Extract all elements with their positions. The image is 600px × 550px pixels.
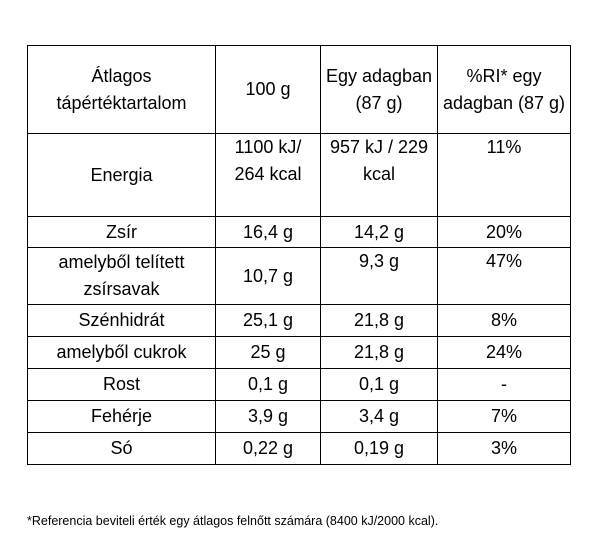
nutrition-table: Átlagos tápértéktartalom 100 g Egy adagb… xyxy=(27,45,571,465)
table-row-szenhidrat: Szénhidrát 25,1 g 21,8 g 8% xyxy=(27,304,571,337)
row-per-100g: 0,22 g xyxy=(215,432,321,465)
row-per-100g: 25,1 g xyxy=(215,304,321,337)
row-ri: 47% xyxy=(437,247,571,305)
table-row-zsir: Zsír 16,4 g 14,2 g 20% xyxy=(27,216,571,248)
header-nutrient: Átlagos tápértéktartalom xyxy=(27,45,216,134)
row-label: Szénhidrát xyxy=(27,304,216,337)
row-per-portion: 0,1 g xyxy=(320,368,438,401)
header-per-100g: 100 g xyxy=(215,45,321,134)
row-label: Rost xyxy=(27,368,216,401)
table-row-energia: Energia 1100 kJ/ 264 kcal 957 kJ / 229 k… xyxy=(27,133,571,217)
table-row-telitett-zsirsavak: amelyből telített zsírsavak 10,7 g 9,3 g… xyxy=(27,247,571,305)
row-per-100g: 25 g xyxy=(215,336,321,369)
row-label: Fehérje xyxy=(27,400,216,433)
footnote: *Referencia beviteli érték egy átlagos f… xyxy=(27,514,439,528)
row-per-100g: 1100 kJ/ 264 kcal xyxy=(215,133,321,217)
table-header-row: Átlagos tápértéktartalom 100 g Egy adagb… xyxy=(27,45,571,134)
row-per-100g: 10,7 g xyxy=(215,247,321,305)
row-per-portion: 0,19 g xyxy=(320,432,438,465)
header-ri-per-portion: %RI* egy adagban (87 g) xyxy=(437,45,571,134)
row-per-100g: 0,1 g xyxy=(215,368,321,401)
header-per-portion: Egy adagban (87 g) xyxy=(320,45,438,134)
row-label: Só xyxy=(27,432,216,465)
table-row-so: Só 0,22 g 0,19 g 3% xyxy=(27,432,571,465)
row-per-portion: 21,8 g xyxy=(320,304,438,337)
table-row-rost: Rost 0,1 g 0,1 g - xyxy=(27,368,571,401)
row-ri: 7% xyxy=(437,400,571,433)
row-label: amelyből telített zsírsavak xyxy=(27,247,216,305)
row-ri: 11% xyxy=(437,133,571,217)
row-per-portion: 3,4 g xyxy=(320,400,438,433)
row-per-100g: 3,9 g xyxy=(215,400,321,433)
row-label: Energia xyxy=(27,133,216,217)
row-label: amelyből cukrok xyxy=(27,336,216,369)
table-row-cukrok: amelyből cukrok 25 g 21,8 g 24% xyxy=(27,336,571,369)
row-ri: - xyxy=(437,368,571,401)
row-per-portion: 14,2 g xyxy=(320,216,438,248)
row-ri: 3% xyxy=(437,432,571,465)
row-label: Zsír xyxy=(27,216,216,248)
row-per-100g: 16,4 g xyxy=(215,216,321,248)
row-per-portion: 21,8 g xyxy=(320,336,438,369)
row-per-portion: 9,3 g xyxy=(320,247,438,305)
row-per-portion: 957 kJ / 229 kcal xyxy=(320,133,438,217)
row-ri: 8% xyxy=(437,304,571,337)
row-ri: 20% xyxy=(437,216,571,248)
table-row-feherje: Fehérje 3,9 g 3,4 g 7% xyxy=(27,400,571,433)
row-ri: 24% xyxy=(437,336,571,369)
